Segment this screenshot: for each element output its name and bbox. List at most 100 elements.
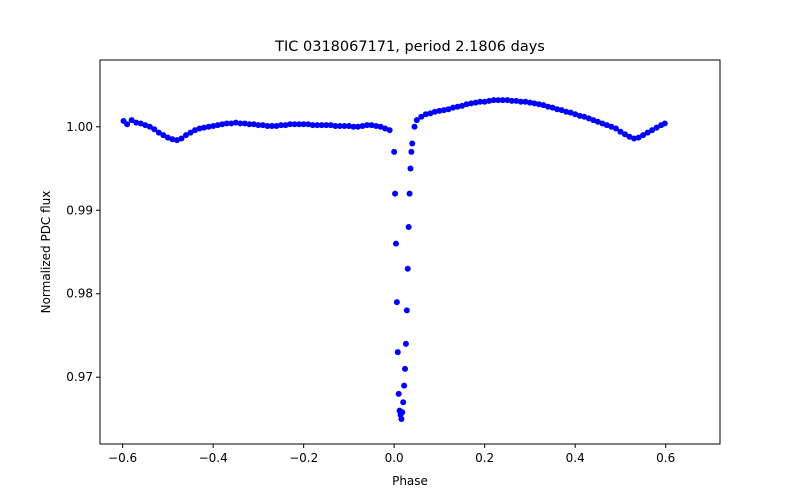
data-point (341, 122, 348, 129)
data-point (517, 98, 524, 105)
data-point (405, 223, 412, 230)
data-point (255, 122, 262, 129)
data-point (540, 102, 547, 109)
data-point (513, 97, 520, 104)
data-point (368, 122, 375, 129)
data-point (382, 125, 389, 132)
data-point (472, 99, 479, 106)
data-point (287, 121, 294, 128)
data-point (401, 382, 408, 389)
data-point (318, 122, 325, 129)
data-point (463, 101, 470, 108)
y-tick-label: 0.97 (66, 370, 93, 384)
data-point (404, 265, 411, 272)
data-point (411, 123, 418, 130)
data-point (205, 123, 212, 130)
data-point (128, 117, 135, 124)
y-tick-label: 1.00 (66, 120, 93, 134)
data-point (182, 132, 189, 139)
x-axis-label: Phase (392, 474, 428, 488)
data-point (640, 132, 647, 139)
data-point (576, 112, 583, 119)
data-point (155, 129, 162, 136)
y-axis-label: Normalized PDC flux (39, 191, 53, 314)
data-point (649, 127, 656, 134)
data-point (359, 122, 366, 129)
data-point (332, 122, 339, 129)
x-tick-label: 0.2 (475, 451, 494, 465)
data-point (291, 121, 298, 128)
data-point (468, 100, 475, 107)
data-point (273, 122, 280, 129)
data-point (142, 122, 149, 129)
data-point (173, 137, 180, 144)
data-point (572, 111, 579, 118)
data-point (237, 120, 244, 127)
y-tick-label: 0.99 (66, 203, 93, 217)
data-point (499, 97, 506, 104)
data-point (296, 121, 303, 128)
data-point (508, 97, 515, 104)
data-point (422, 111, 429, 118)
data-point (392, 240, 399, 247)
data-point (631, 135, 638, 142)
data-point (345, 122, 352, 129)
data-point (219, 121, 226, 128)
data-point (653, 124, 660, 131)
x-tick-label: −0.4 (199, 451, 228, 465)
data-point (418, 113, 425, 120)
chart-title: TIC 0318067171, period 2.1806 days (274, 39, 545, 55)
data-point (504, 97, 511, 104)
data-point (282, 122, 289, 129)
data-point (386, 127, 393, 134)
data-point (350, 123, 357, 130)
data-point (377, 123, 384, 130)
data-point (364, 122, 371, 129)
data-point (495, 97, 502, 104)
data-point (545, 103, 552, 110)
data-point (398, 415, 405, 422)
data-point (408, 148, 415, 155)
data-point (391, 148, 398, 155)
data-point (594, 118, 601, 125)
data-point (635, 134, 642, 141)
data-point (549, 104, 556, 111)
data-point (440, 107, 447, 114)
scatter-points (120, 97, 668, 422)
data-point (395, 390, 402, 397)
data-point (133, 119, 140, 126)
data-point (393, 299, 400, 306)
y-axis-ticks: 0.97 0.98 0.99 1.00 (66, 120, 100, 384)
x-tick-label: 0.0 (385, 451, 404, 465)
x-tick-label: −0.2 (289, 451, 318, 465)
data-point (403, 307, 410, 314)
data-point (214, 122, 221, 129)
x-tick-label: 0.6 (656, 451, 675, 465)
data-point (196, 125, 203, 132)
data-point (558, 107, 565, 114)
data-point (626, 133, 633, 140)
data-point (259, 122, 266, 129)
data-point (567, 109, 574, 116)
data-point (531, 100, 538, 107)
data-point (164, 134, 171, 141)
data-point (522, 98, 529, 105)
data-point (481, 98, 488, 105)
data-point (300, 121, 307, 128)
data-point (608, 123, 615, 130)
data-point (250, 121, 257, 128)
data-point (336, 122, 343, 129)
data-point (151, 126, 158, 133)
data-point (192, 127, 199, 134)
data-point (278, 122, 285, 129)
data-point (246, 121, 253, 128)
data-point (354, 123, 361, 130)
data-point (264, 122, 271, 129)
data-point (228, 120, 235, 127)
data-point (526, 99, 533, 106)
data-point (459, 102, 466, 109)
data-point (661, 120, 668, 127)
data-point (486, 97, 493, 104)
